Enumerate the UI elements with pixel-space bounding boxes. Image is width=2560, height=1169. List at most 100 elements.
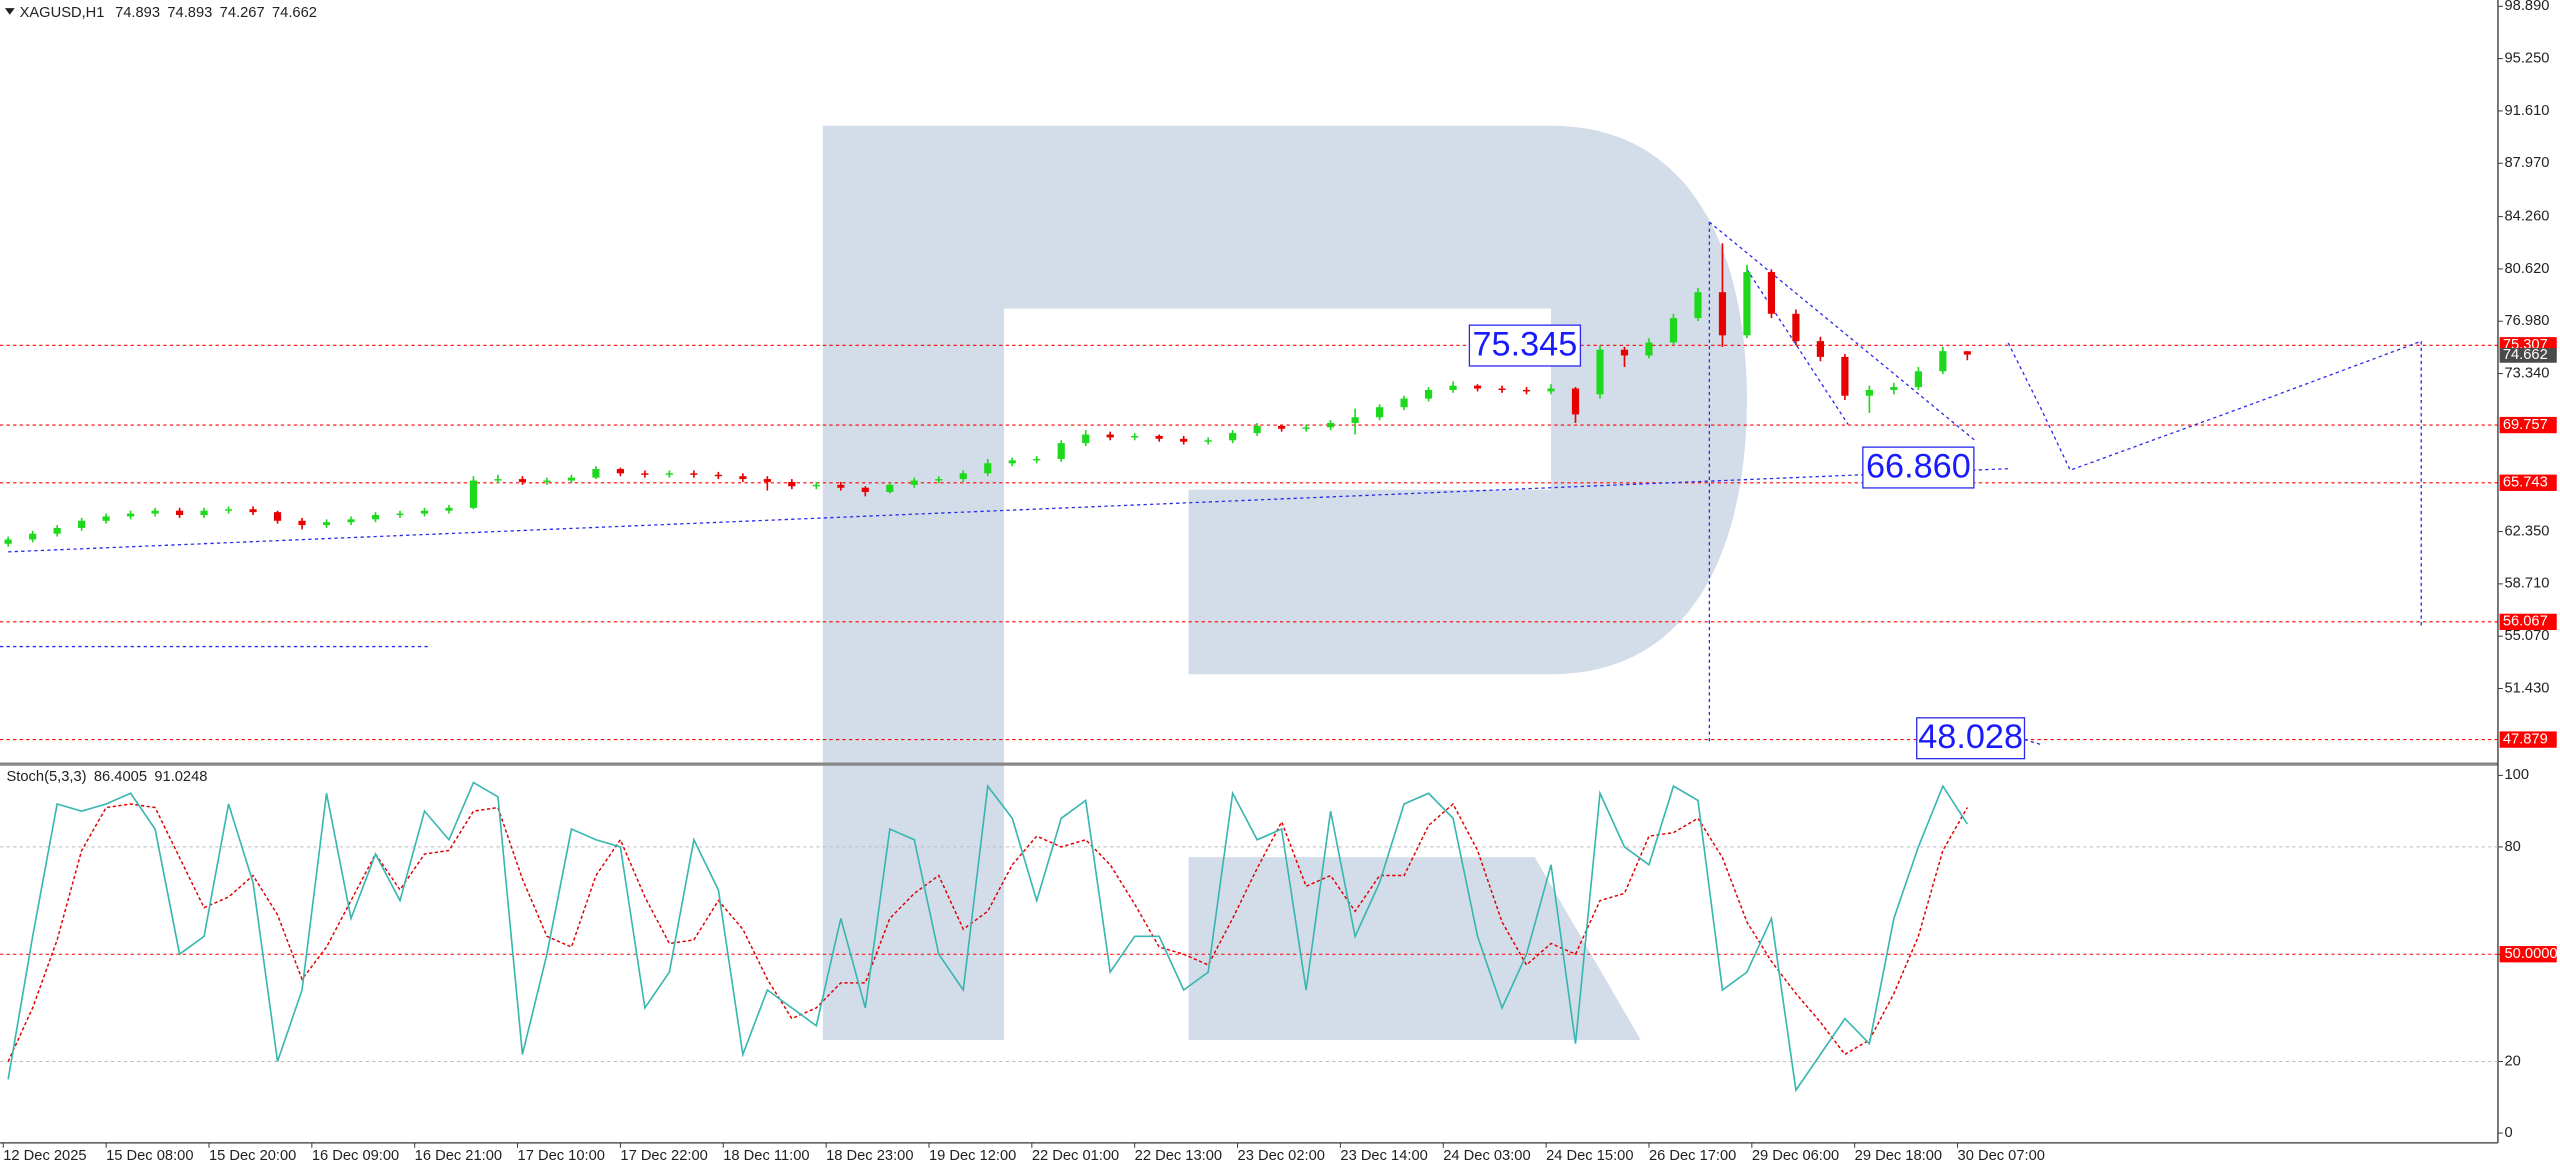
x-tick-label: 17 Dec 10:00 xyxy=(518,1148,605,1164)
x-tick-label: 18 Dec 23:00 xyxy=(826,1148,913,1164)
level-label-box xyxy=(2499,731,2557,748)
x-tick-label: 17 Dec 22:00 xyxy=(620,1148,707,1164)
candle-body xyxy=(224,509,233,511)
y-tick-label: 80.620 xyxy=(2504,261,2549,277)
candle-body xyxy=(935,479,943,481)
candle-body xyxy=(1645,342,1653,356)
candle-body xyxy=(1424,389,1433,399)
candle-body xyxy=(543,480,551,482)
candle-body xyxy=(1449,385,1457,390)
candle-body xyxy=(249,509,257,513)
candle-body xyxy=(592,469,600,478)
x-tick-label: 22 Dec 01:00 xyxy=(1032,1148,1119,1164)
candle-body xyxy=(1767,272,1776,314)
level-label: 47.879 xyxy=(2503,731,2548,747)
level-label-box xyxy=(2499,416,2557,434)
candle-body xyxy=(1400,398,1408,408)
price-annotation-box xyxy=(1468,324,1582,367)
x-tick-label: 12 Dec 2025 xyxy=(3,1148,86,1164)
candle-body xyxy=(445,507,453,511)
candle-body xyxy=(788,481,796,487)
candle-body xyxy=(1473,385,1482,389)
candle-body xyxy=(714,474,722,477)
candle-body xyxy=(273,512,282,521)
y-tick-label: 84.260 xyxy=(2504,208,2549,224)
candle-body xyxy=(1131,435,1139,438)
candle-body xyxy=(1743,272,1751,336)
candle-body xyxy=(1057,443,1065,459)
candle-body xyxy=(176,510,184,516)
candle-body xyxy=(1694,292,1702,319)
candle-body xyxy=(151,510,159,514)
x-tick-label: 23 Dec 02:00 xyxy=(1238,1148,1325,1164)
candle-body xyxy=(494,479,502,481)
candle-body xyxy=(861,487,869,493)
candle-body xyxy=(1963,351,1971,355)
stoch-level-box xyxy=(2499,946,2557,963)
level-label-box xyxy=(2499,613,2557,631)
x-tick-label: 24 Dec 15:00 xyxy=(1546,1148,1633,1164)
x-tick-label: 23 Dec 14:00 xyxy=(1340,1148,1427,1164)
trend-line xyxy=(8,467,2012,553)
candle-body xyxy=(102,516,110,521)
candle-body xyxy=(53,527,61,534)
channel-line xyxy=(1746,269,1849,425)
close: 74.662 xyxy=(272,5,317,21)
y-tick-label: 91.610 xyxy=(2504,103,2549,119)
candle-body xyxy=(886,484,894,493)
candle-body xyxy=(200,510,208,516)
header: XAGUSD,H1 74.893 74.893 74.267 74.662 xyxy=(20,5,317,21)
candle-body xyxy=(1082,434,1090,444)
candle-body xyxy=(1939,351,1947,372)
candle-body xyxy=(1204,440,1212,442)
candle-body xyxy=(347,519,355,523)
candle-body xyxy=(1278,425,1286,429)
forecast-path xyxy=(2007,340,2422,472)
candle-body xyxy=(1522,389,1531,392)
candle-body xyxy=(641,473,649,475)
x-tick-label: 26 Dec 17:00 xyxy=(1649,1148,1736,1164)
candle-body xyxy=(1253,425,1261,434)
candles xyxy=(4,243,1971,547)
candle-body xyxy=(1498,388,1506,390)
watermark xyxy=(822,125,1747,1041)
y-tick-label: 95.250 xyxy=(2504,50,2549,66)
candle-body xyxy=(4,539,12,544)
candle-body xyxy=(984,463,992,474)
current-price-label: 74.662 xyxy=(2503,347,2548,363)
x-tick-label: 16 Dec 21:00 xyxy=(415,1148,502,1164)
stoch-y-tick-label: 0 xyxy=(2504,1125,2512,1141)
stoch-y-tick-label: 50.0000 xyxy=(2504,946,2557,962)
stoch-y-tick-label: 20 xyxy=(2504,1053,2520,1069)
y-tick-label: 58.710 xyxy=(2504,576,2549,592)
high: 74.893 xyxy=(167,5,212,21)
channel-line xyxy=(1708,221,1976,442)
symbol: XAGUSD,H1 xyxy=(20,5,105,21)
stoch-y-tick-label: 100 xyxy=(2504,767,2529,783)
candle-body xyxy=(763,479,771,482)
candle-body xyxy=(29,533,37,540)
indicator-name: Stoch(5,3,3) xyxy=(7,769,87,785)
candle-body xyxy=(1008,460,1016,464)
candle-body xyxy=(1718,292,1727,336)
y-tick-label: 76.980 xyxy=(2504,313,2549,329)
price-annotation-box xyxy=(1862,446,1975,489)
price-annotation: 48.028 xyxy=(1918,718,2023,756)
y-tick-label: 87.970 xyxy=(2504,155,2549,171)
menu-triangle[interactable] xyxy=(4,8,15,15)
indicator-header: Stoch(5,3,3) 86.4005 91.0248 xyxy=(7,769,208,785)
stoch-main-value: 86.4005 xyxy=(94,769,147,785)
candle-body xyxy=(837,484,845,488)
y-tick-label: 62.350 xyxy=(2504,523,2549,539)
price-annotation-box xyxy=(1916,717,2026,760)
y-tick-label: 73.340 xyxy=(2504,365,2549,381)
candle-body xyxy=(1302,427,1310,429)
x-tick-label: 19 Dec 12:00 xyxy=(929,1148,1016,1164)
candle-body xyxy=(1890,387,1898,390)
candle-body xyxy=(1620,349,1629,356)
watermark-p xyxy=(822,125,1747,1041)
x-tick-label: 16 Dec 09:00 xyxy=(312,1148,399,1164)
candle-body xyxy=(1155,435,1163,439)
